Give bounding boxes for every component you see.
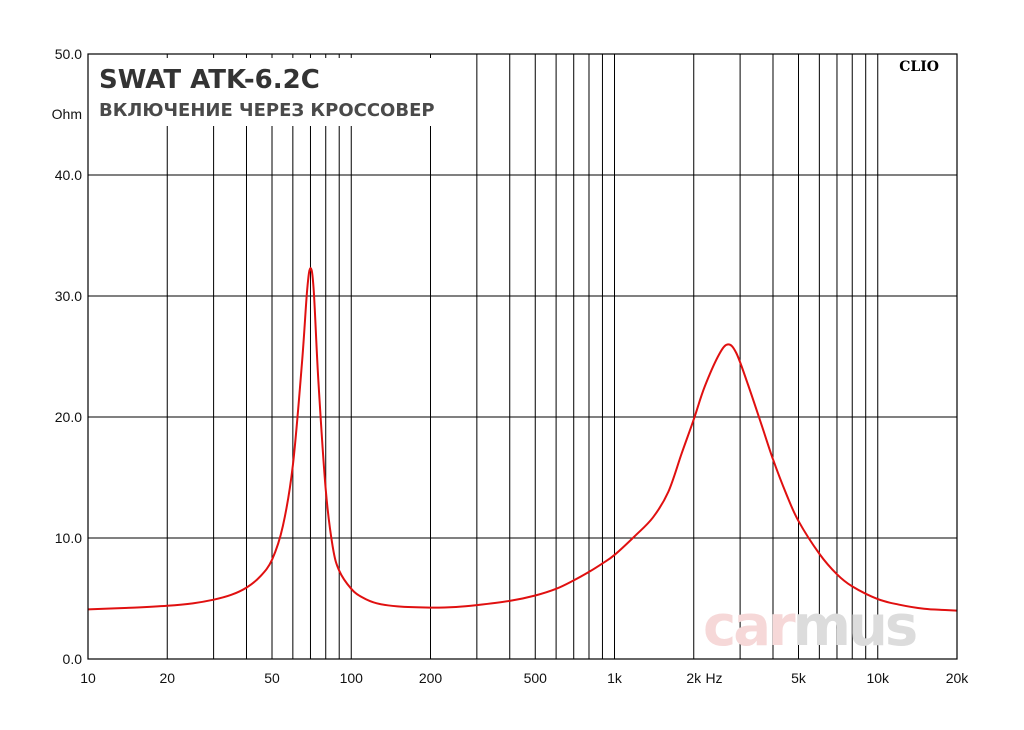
x-tick-label: 10 (80, 670, 96, 686)
chart-subtitle: ВКЛЮЧЕНИЕ ЧЕРЕЗ КРОССОВЕР (99, 100, 435, 121)
watermark-part-1: car (703, 594, 796, 659)
x-tick-label: 5k (791, 670, 807, 686)
x-tick-label: 10k (866, 670, 890, 686)
watermark-logo: carmus (703, 594, 916, 659)
title-background (92, 58, 452, 126)
x-tick-label: 50 (264, 670, 280, 686)
y-axis-ticks: 0.0 10.0 20.0 30.0 40.0 50.0 (55, 46, 82, 667)
impedance-curve (87, 267, 958, 612)
y-tick-label: 30.0 (55, 288, 82, 304)
x-tick-label: 2k (686, 670, 702, 686)
x-axis-unit-label: Hz (705, 670, 722, 686)
x-tick-label: 1k (607, 670, 623, 686)
y-axis-unit-label: Ohm (52, 106, 82, 122)
x-tick-label: 200 (419, 670, 443, 686)
x-tick-label: 100 (340, 670, 364, 686)
brand-label: CLIO (899, 59, 939, 75)
y-tick-label: 0.0 (63, 651, 83, 667)
chart-title: SWAT ATK-6.2C (99, 65, 320, 95)
plot-frame (87, 53, 958, 660)
horizontal-grid (88, 174, 957, 539)
x-tick-label: 20k (946, 670, 970, 686)
y-tick-label: 20.0 (55, 409, 82, 425)
x-axis-ticks: 10 20 50 100 200 500 1k 2k 5k 10k 20k (80, 670, 969, 686)
y-tick-label: 10.0 (55, 530, 82, 546)
y-tick-label: 40.0 (55, 167, 82, 183)
brand-background (893, 58, 943, 76)
vertical-grid (166, 54, 879, 659)
x-tick-label: 500 (524, 670, 548, 686)
y-tick-label: 50.0 (55, 46, 82, 62)
x-tick-label: 20 (159, 670, 175, 686)
